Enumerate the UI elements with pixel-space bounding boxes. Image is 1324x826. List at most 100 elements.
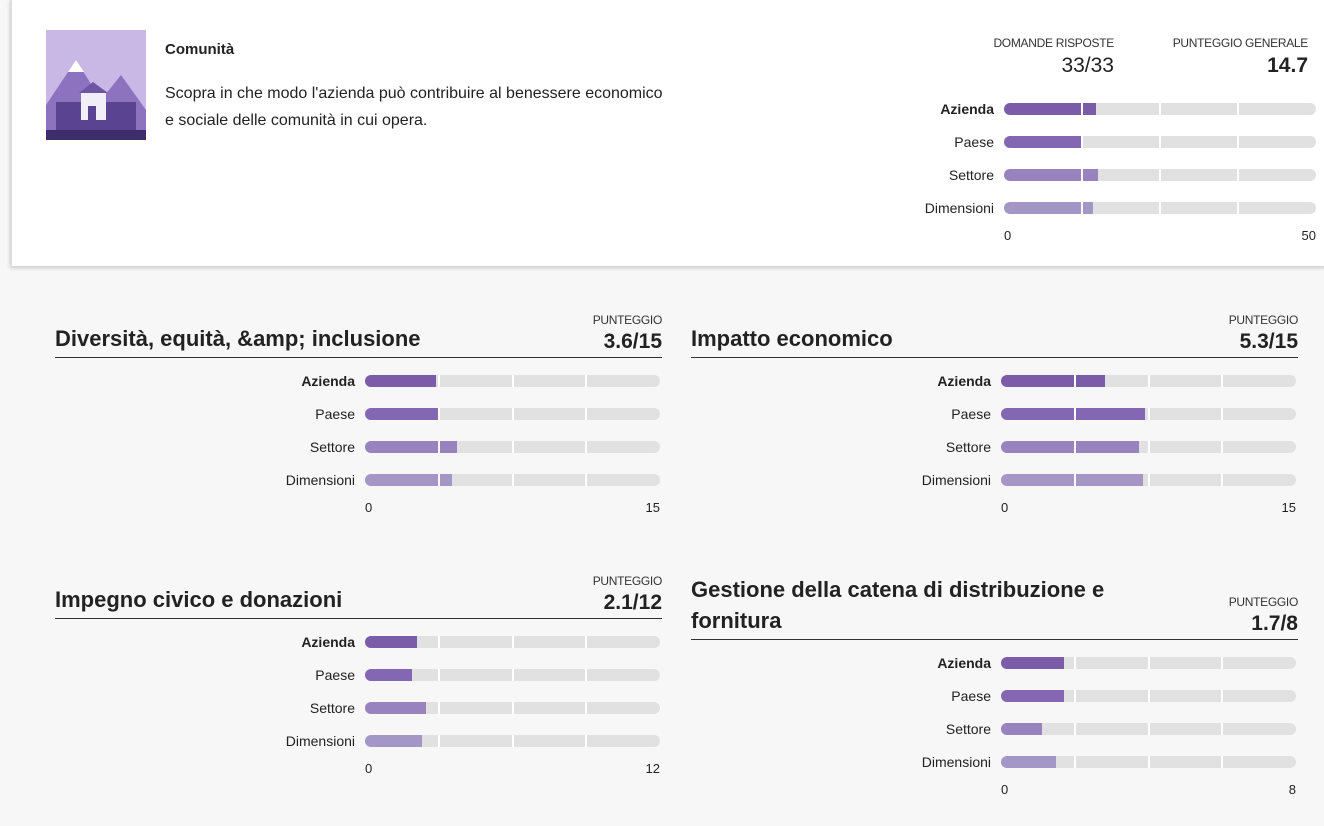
header-card: Comunità Scopra in che modo l'azienda pu… (10, 0, 1324, 266)
bar-rows: Azienda Paese Settore Dimensioni (691, 364, 1298, 496)
bar-label: Dimensioni (691, 472, 1001, 488)
segment-divider (438, 702, 440, 714)
segment-divider (585, 702, 587, 714)
bar-row: Azienda (55, 625, 662, 658)
x-tick-label: 15 (1282, 500, 1296, 515)
bar-label: Settore (55, 700, 365, 716)
bar-track (1001, 657, 1296, 669)
segment-divider (585, 408, 587, 420)
segment-divider (438, 669, 440, 681)
bar-track (1001, 408, 1296, 420)
section: Gestione della catena di distribuzione e… (691, 574, 1298, 802)
section-header: Impatto economicoPUNTEGGIO5.3/15 (691, 313, 1298, 358)
segment-divider (512, 408, 514, 420)
bar-track (1001, 441, 1296, 453)
segment-divider (1221, 474, 1223, 486)
segment-divider (585, 669, 587, 681)
bar (365, 636, 417, 648)
bar-label: Settore (691, 439, 1001, 455)
section-title: Gestione della catena di distribuzione e… (691, 574, 1178, 636)
segment-divider (585, 441, 587, 453)
segment-divider (1081, 103, 1083, 115)
segment-divider (1081, 169, 1083, 181)
x-axis: 0 15 (1001, 500, 1296, 520)
bar (365, 702, 426, 714)
segment-divider (1074, 441, 1076, 453)
bar-row: Azienda (691, 364, 1298, 397)
answered-stat: DOMANDE RISPOSTE 33/33 (993, 36, 1114, 78)
bar (1004, 169, 1098, 181)
score-value: 1.7/8 (1178, 612, 1298, 636)
community-icon (46, 30, 146, 140)
bar-rows: Azienda Paese Settore Dimensioni (691, 646, 1298, 778)
segment-divider (1148, 408, 1150, 420)
bar-row: Azienda (691, 646, 1298, 679)
bar-row: Settore (55, 430, 662, 463)
score-label: PUNTEGGIO (542, 313, 662, 327)
section-header: Diversità, equità, &amp; inclusionePUNTE… (55, 313, 662, 358)
segment-divider (1221, 657, 1223, 669)
bar-label: Azienda (55, 373, 365, 389)
segment-divider (512, 669, 514, 681)
score-stat: PUNTEGGIO GENERALE 14.7 (1173, 36, 1308, 78)
score-value: 14.7 (1173, 54, 1308, 78)
segment-divider (585, 636, 587, 648)
bar-row: Azienda (55, 364, 662, 397)
bar-label: Paese (691, 688, 1001, 704)
bar-row: Settore (691, 712, 1298, 745)
section-title: Impatto economico (691, 323, 1178, 354)
segment-divider (438, 735, 440, 747)
segment-divider (1237, 169, 1239, 181)
bar-row: Paese (704, 125, 1316, 158)
bar (365, 669, 412, 681)
section-title: Impegno civico e donazioni (55, 584, 542, 615)
x-tick-label: 0 (1001, 500, 1008, 515)
bar-row: Paese (55, 397, 662, 430)
segment-divider (1237, 136, 1239, 148)
section-header: Gestione della catena di distribuzione e… (691, 574, 1298, 640)
score-label: PUNTEGGIO GENERALE (1173, 36, 1308, 50)
segment-divider (512, 375, 514, 387)
bar-row: Dimensioni (691, 463, 1298, 496)
answered-label: DOMANDE RISPOSTE (993, 36, 1114, 50)
bar-row: Dimensioni (691, 745, 1298, 778)
bar-track (1001, 690, 1296, 702)
bar-label: Settore (704, 167, 1004, 183)
bar-label: Paese (691, 406, 1001, 422)
x-tick-label: 8 (1289, 782, 1296, 797)
bar (1001, 474, 1143, 486)
x-tick-label: 15 (646, 500, 660, 515)
bar (1001, 723, 1042, 735)
score-value: 2.1/12 (542, 591, 662, 615)
bar-row: Azienda (704, 92, 1316, 125)
segment-divider (512, 636, 514, 648)
bar-label: Paese (55, 667, 365, 683)
score-label: PUNTEGGIO (1178, 595, 1298, 609)
segment-divider (1237, 202, 1239, 214)
segment-divider (585, 375, 587, 387)
bar-track (365, 636, 660, 648)
score-label: PUNTEGGIO (1178, 313, 1298, 327)
bar-label: Dimensioni (691, 754, 1001, 770)
segment-divider (438, 441, 440, 453)
bar (1001, 756, 1056, 768)
bar (365, 441, 457, 453)
bar (365, 408, 438, 420)
segment-divider (512, 735, 514, 747)
bar-track (1004, 136, 1316, 148)
section-score: PUNTEGGIO2.1/12 (542, 574, 662, 615)
segment-divider (438, 408, 440, 420)
x-tick-label: 0 (365, 761, 372, 776)
segment-divider (1081, 136, 1083, 148)
segment-divider (1074, 690, 1076, 702)
segment-divider (1074, 657, 1076, 669)
bar (1001, 657, 1064, 669)
